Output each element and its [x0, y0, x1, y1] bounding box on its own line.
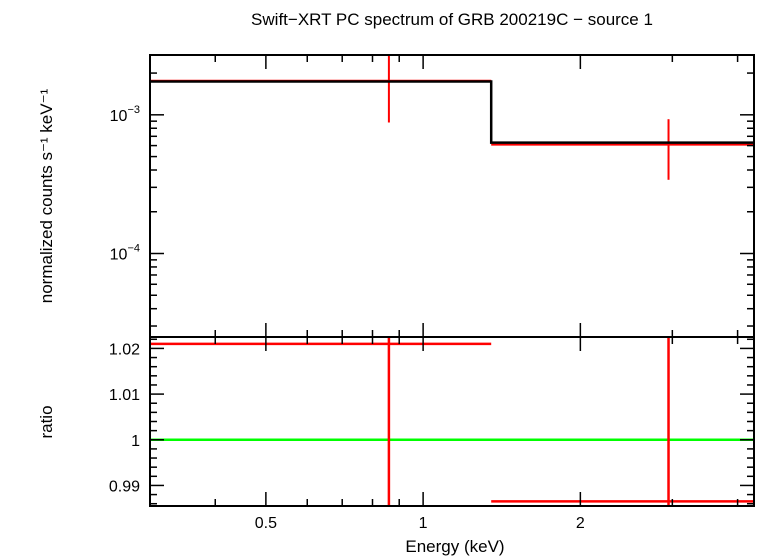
x-tick-label-3: 2: [576, 515, 585, 532]
spectrum-ticks-group: 10−3 10−4: [110, 72, 754, 327]
spectrum-model-step-line: [150, 80, 754, 144]
ratio-y-axis-label: ratio: [37, 405, 56, 438]
spectrum-panel-frame: [149, 54, 755, 338]
ratio-y-tick-label-4: 0.99: [109, 478, 140, 495]
ratio-y-tick-label-3: 1: [131, 433, 140, 450]
ratio-panel-frame: [149, 336, 755, 507]
x-tick-label-2: 1: [419, 515, 428, 532]
spectrum-panel: 10−3 10−4 normalized counts s⁻¹ keV⁻¹: [37, 54, 755, 338]
x-tick-label-1: 0.5: [255, 515, 277, 532]
spectrum-y-tick-label-2: 10−4: [110, 243, 140, 264]
spectrum-y-tick-label-1: 10−3: [110, 104, 140, 125]
spectrum-series-group: [149, 55, 754, 337]
spectrum-y-axis-label: normalized counts s⁻¹ keV⁻¹: [37, 88, 56, 303]
ratio-series-group: [150, 337, 754, 506]
chart-title: Swift−XRT PC spectrum of GRB 200219C − s…: [251, 10, 653, 29]
ratio-y-tick-label-1: 1.02: [109, 341, 140, 358]
ratio-y-tick-label-2: 1.01: [109, 387, 140, 404]
ratio-panel: 1.02 1.01 1 0.99 0.5 1 2 ratio Energy (keV): [37, 336, 755, 556]
x-axis-label: Energy (keV): [405, 537, 504, 556]
ratio-ticks-group: 1.02 1.01 1 0.99 0.5 1 2: [109, 337, 754, 532]
